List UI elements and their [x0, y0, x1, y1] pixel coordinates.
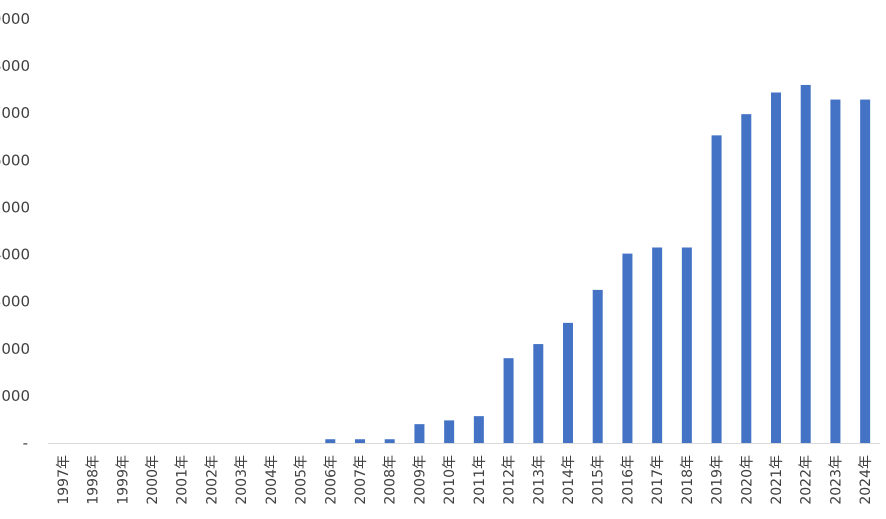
x-tick-label: 2023年	[828, 455, 844, 505]
y-tick-label: -	[23, 434, 28, 452]
bar-2023年	[830, 99, 841, 443]
bar-2019年	[711, 135, 722, 444]
x-tick-label: 2002年	[204, 455, 220, 505]
bar-2018年	[681, 247, 692, 443]
x-axis-ticks: 1997年 1998年 1999年 2000年 2001年 2002年 2003年 2004年…	[56, 455, 874, 505]
x-tick-label: 2008年	[383, 455, 399, 505]
x-tick-label: 2004年	[264, 455, 280, 505]
y-tick-label: 9000	[0, 10, 30, 28]
x-tick-label: 2017年	[650, 455, 666, 505]
bar-2009年	[414, 424, 425, 443]
bar-2011年	[473, 416, 484, 443]
bars	[325, 84, 871, 444]
y-tick-label: 7000	[0, 104, 30, 122]
y-tick-label: 4000	[0, 246, 30, 264]
bar-2012年	[503, 358, 514, 443]
x-tick-label: 2012年	[502, 455, 518, 505]
bar-2006年	[325, 439, 336, 443]
x-tick-label: 1998年	[86, 455, 102, 505]
bar-2015年	[592, 289, 603, 443]
x-tick-label: 2019年	[710, 455, 726, 505]
x-tick-label: 2006年	[323, 455, 339, 505]
x-tick-label: 2015年	[591, 455, 607, 505]
y-tick-label: 2000	[0, 340, 30, 358]
x-tick-label: 1999年	[115, 455, 131, 505]
x-tick-label: 2011年	[472, 455, 488, 505]
x-tick-label: 2009年	[412, 455, 428, 505]
x-tick-label: 2005年	[294, 455, 310, 505]
bar-2017年	[652, 247, 663, 443]
bar-2016年	[622, 253, 633, 443]
bar-2014年	[563, 322, 573, 443]
bar-2020年	[741, 114, 752, 443]
bar-2013年	[533, 344, 544, 443]
x-tick-label: 2014年	[561, 455, 577, 505]
x-tick-label: 2003年	[234, 455, 250, 505]
bar-2022年	[800, 84, 811, 444]
x-tick-label: 2021年	[769, 455, 785, 505]
x-tick-label: 2016年	[620, 455, 636, 505]
y-axis-ticks: - 1000 2000 3000 4000 5000 6000 7000 8000 9000	[0, 10, 30, 452]
bar-2024年	[860, 99, 871, 443]
bar-2010年	[444, 420, 455, 443]
x-tick-label: 2018年	[680, 455, 696, 505]
x-tick-label: 2007年	[353, 455, 369, 505]
x-tick-label: 2020年	[739, 455, 755, 505]
x-tick-label: 2013年	[531, 455, 547, 505]
bar-2008年	[384, 439, 395, 443]
y-tick-label: 8000	[0, 57, 30, 75]
y-tick-label: 1000	[0, 387, 30, 405]
y-tick-label: 6000	[0, 151, 30, 169]
bar-2021年	[771, 92, 781, 444]
y-tick-label: 5000	[0, 198, 30, 216]
x-tick-label: 2010年	[442, 455, 458, 505]
x-tick-label: 2024年	[858, 455, 874, 505]
x-tick-label: 2001年	[175, 455, 191, 505]
y-tick-label: 3000	[0, 293, 30, 311]
x-tick-label: 2022年	[799, 455, 815, 505]
bar-2007年	[355, 439, 365, 443]
x-tick-label: 2000年	[145, 455, 161, 505]
x-tick-label: 1997年	[56, 455, 72, 505]
